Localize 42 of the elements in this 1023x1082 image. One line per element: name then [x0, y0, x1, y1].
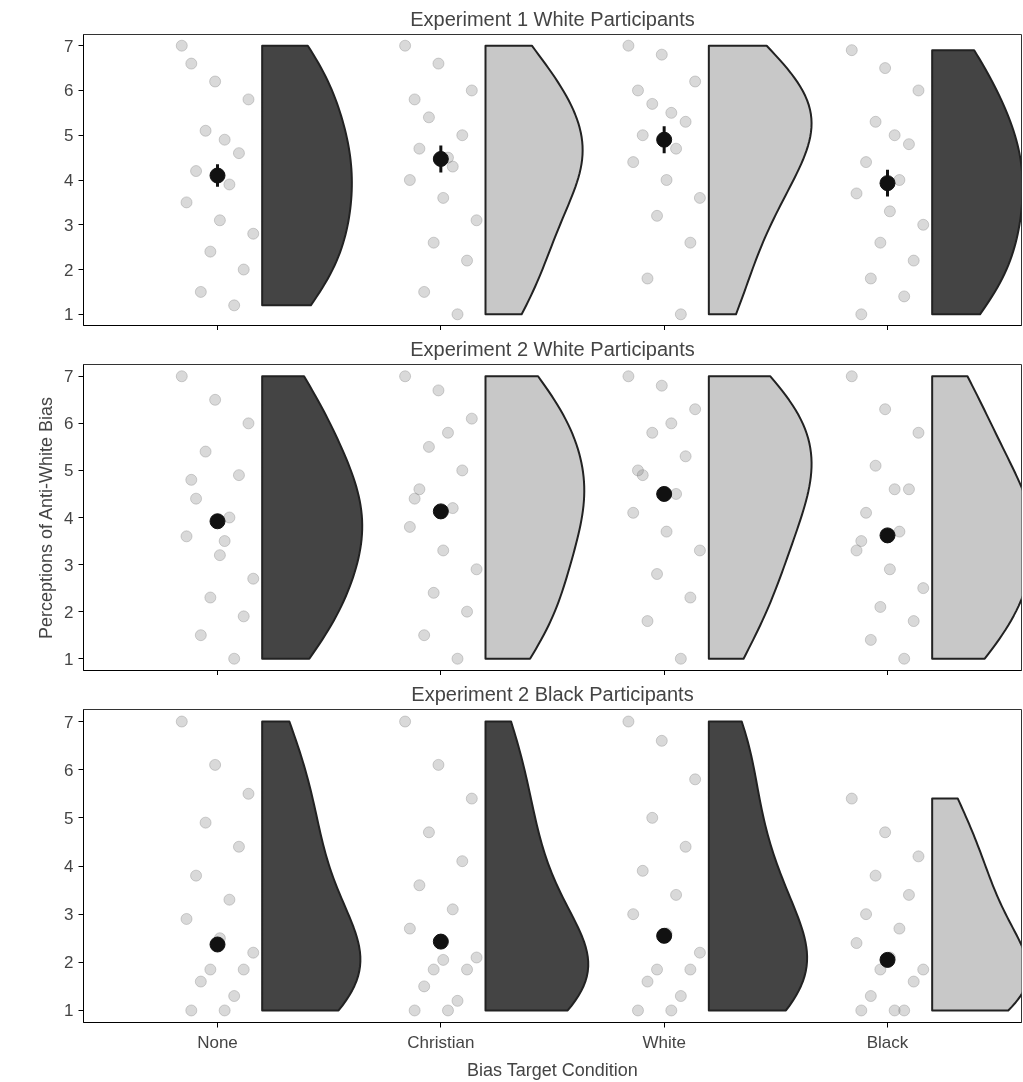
y-tick-label: 2: [64, 602, 74, 622]
x-tick-label: Black: [866, 1032, 909, 1052]
y-tick-label: 6: [64, 81, 74, 101]
y-tick-label: 6: [64, 760, 74, 780]
y-tick-label: 1: [64, 649, 74, 669]
y-tick-label: 5: [64, 808, 74, 828]
y-tick-label: 7: [64, 712, 74, 732]
y-tick-label: 4: [64, 508, 74, 528]
y-tick-label: 7: [64, 36, 74, 56]
y-tick-label: 5: [64, 126, 74, 146]
y-axis-title: Perceptions of Anti-White Bias: [36, 396, 57, 640]
point: [209, 167, 226, 184]
chart-title: Experiment 1 White Participants: [410, 7, 695, 30]
point: [879, 175, 896, 192]
x-tick-label: None: [197, 1032, 238, 1052]
chart-title: Experiment 2 White Participants: [410, 337, 695, 360]
x-axis-title: Bias Target Condition: [466, 1059, 638, 1080]
x-tick-label: Christian: [407, 1032, 475, 1052]
point: [656, 131, 673, 148]
y-tick-label: 2: [64, 953, 74, 973]
y-tick-label: 5: [64, 461, 74, 481]
point: [656, 485, 673, 502]
point: [209, 513, 226, 530]
point: [209, 936, 226, 953]
point: [432, 150, 449, 167]
y-tick-label: 3: [64, 905, 74, 925]
y-tick-label: 6: [64, 414, 74, 434]
point: [432, 933, 449, 950]
y-tick-label: 4: [64, 857, 74, 876]
y-tick-label: 7: [64, 367, 74, 387]
y-tick-label: 2: [64, 260, 74, 280]
point: [879, 951, 896, 968]
x-tick-label: White: [642, 1032, 686, 1052]
y-tick-label: 1: [64, 1001, 74, 1021]
y-tick-label: 1: [64, 305, 74, 325]
point: [432, 503, 449, 520]
point: [656, 927, 673, 944]
y-tick-label: 4: [64, 171, 74, 190]
point: [879, 527, 896, 544]
y-tick-label: 3: [64, 555, 74, 575]
y-tick-label: 3: [64, 215, 74, 235]
chart-title: Experiment 2 Black Participants: [411, 682, 694, 705]
